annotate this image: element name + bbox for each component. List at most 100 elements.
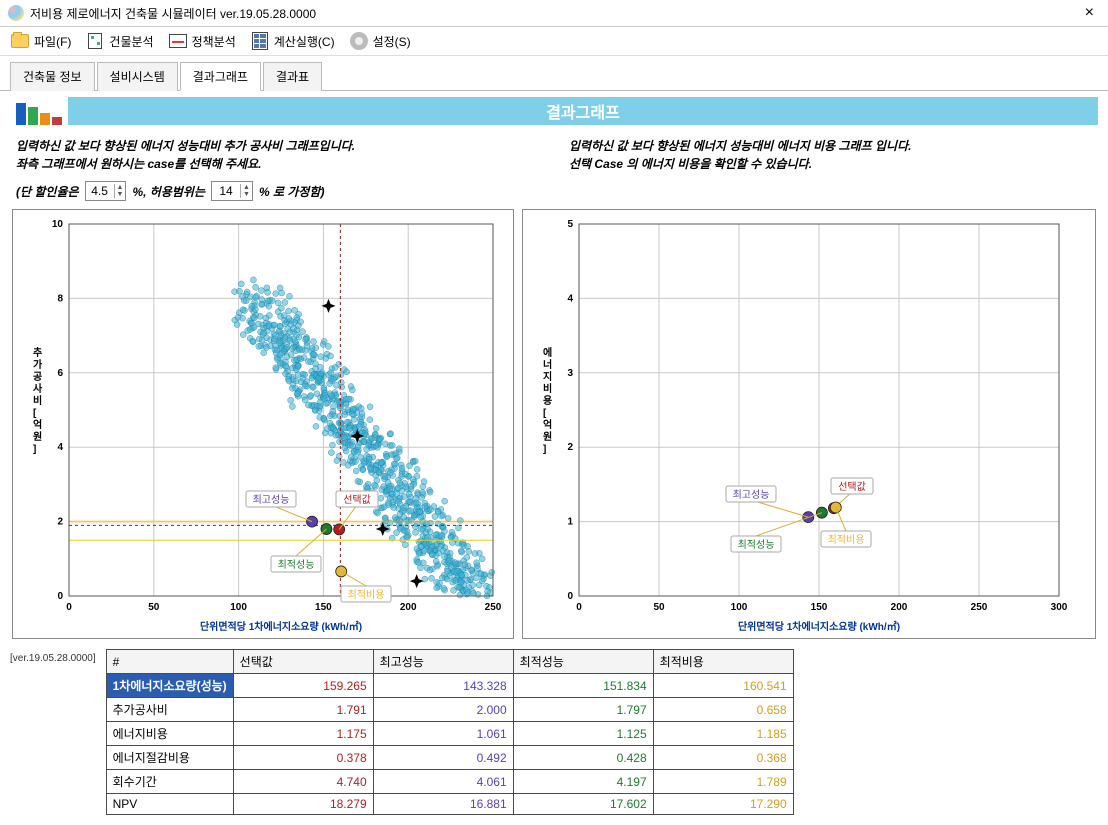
tab-system[interactable]: 설비시스템: [97, 62, 178, 91]
table-cell: 0.658: [653, 698, 793, 722]
close-icon[interactable]: ×: [1079, 4, 1100, 22]
table-cell: 1.789: [653, 770, 793, 794]
svg-text:비: 비: [33, 394, 42, 407]
svg-text:선택값: 선택값: [838, 481, 866, 493]
svg-text:50: 50: [148, 602, 160, 613]
svg-text:최적성능: 최적성능: [738, 539, 775, 551]
svg-text:0: 0: [57, 591, 63, 602]
svg-text:200: 200: [891, 602, 908, 613]
svg-text:0: 0: [66, 602, 72, 613]
table-cell: 1.061: [373, 722, 513, 746]
svg-text:2: 2: [57, 517, 63, 528]
file-label: 파일(F): [34, 33, 71, 50]
row-label: 에너지비용: [106, 722, 233, 746]
table-cell: 160.541: [653, 674, 793, 698]
svg-text:3: 3: [567, 368, 573, 379]
titlebar: 저비용 제로에너지 건축물 시뮬레이터 ver.19.05.28.0000 ×: [0, 0, 1108, 27]
discount-rate-input[interactable]: [86, 182, 114, 200]
table-cell: 1.185: [653, 722, 793, 746]
table-cell: 17.290: [653, 794, 793, 815]
calculator-icon: [250, 31, 270, 51]
svg-text:비: 비: [543, 382, 552, 395]
table-cell: 1.125: [513, 722, 653, 746]
svg-text:[: [: [543, 408, 547, 419]
stepper-arrows-icon[interactable]: ▲▼: [240, 184, 252, 198]
tabs: 건축물 정보 설비시스템 결과그래프 결과표: [0, 56, 1108, 91]
table-cell: 17.602: [513, 794, 653, 815]
row-label: NPV: [106, 794, 233, 815]
chart-left[interactable]: 0501001502002500246810최고성능선택값최적성능최적비용단위면…: [12, 209, 514, 639]
svg-text:공: 공: [33, 371, 42, 383]
table-row: 1차에너지소요량(성능)159.265143.328151.834160.541: [106, 674, 793, 698]
table-cell: 0.492: [373, 746, 513, 770]
table-row: 추가공사비1.7912.0001.7970.658: [106, 698, 793, 722]
banner-bars-icon: [10, 97, 68, 125]
window-title: 저비용 제로에너지 건축물 시뮬레이터 ver.19.05.28.0000: [30, 5, 1079, 22]
svg-text:10: 10: [52, 219, 64, 230]
toolbar: 파일(F) 건물분석 정책분석 계산실행(C) 설정(S): [0, 27, 1108, 56]
svg-text:300: 300: [1051, 602, 1068, 613]
tolerance-stepper[interactable]: ▲▼: [211, 181, 253, 201]
table-cell: 2.000: [373, 698, 513, 722]
description-row: 입력하신 값 보다 향상된 에너지 성능대비 추가 공사비 그래프입니다. 좌측…: [0, 131, 1108, 179]
building-icon: [85, 31, 105, 51]
table-header: 최고성능: [373, 650, 513, 674]
svg-text:]: ]: [33, 444, 36, 455]
param-prefix: (단 할인율은: [16, 183, 79, 200]
row-label: 회수기간: [106, 770, 233, 794]
policy-icon: [168, 31, 188, 51]
svg-text:최고성능: 최고성능: [253, 494, 290, 506]
results-table: #선택값최고성능최적성능최적비용1차에너지소요량(성능)159.265143.3…: [106, 649, 794, 815]
row-label: 에너지절감비용: [106, 746, 233, 770]
svg-text:5: 5: [567, 219, 573, 230]
svg-text:4: 4: [57, 442, 63, 453]
desc-left-2: 좌측 그래프에서 원하시는 case를 선택해 주세요.: [16, 155, 539, 173]
table-cell: 0.428: [513, 746, 653, 770]
svg-text:원: 원: [543, 430, 552, 443]
table-row: 에너지절감비용0.3780.4920.4280.368: [106, 746, 793, 770]
tolerance-input[interactable]: [212, 182, 240, 200]
gear-icon: [349, 31, 369, 51]
tab-result-table[interactable]: 결과표: [263, 62, 322, 91]
svg-text:가: 가: [33, 358, 43, 371]
param-mid: %, 허용범위는: [132, 183, 205, 200]
folder-icon: [10, 31, 30, 51]
table-cell: 151.834: [513, 674, 653, 698]
building-analysis-button[interactable]: 건물분석: [85, 31, 153, 51]
svg-text:250: 250: [971, 602, 988, 613]
chart-right[interactable]: 050100150200250300012345최고성능선택값최적성능최적비용단…: [522, 209, 1096, 639]
svg-text:단위면적당 1차에너지소요량 (kWh/㎡): 단위면적당 1차에너지소요량 (kWh/㎡): [738, 620, 900, 633]
svg-text:최고성능: 최고성능: [733, 489, 770, 501]
desc-right-1: 입력하신 값 보다 향상된 에너지 성능대비 에너지 비용 그래프 입니다.: [569, 137, 1092, 155]
calculate-button[interactable]: 계산실행(C): [250, 31, 335, 51]
svg-text:억: 억: [33, 419, 42, 431]
table-row: NPV18.27916.88117.60217.290: [106, 794, 793, 815]
svg-text:0: 0: [576, 602, 582, 613]
settings-label: 설정(S): [373, 33, 411, 50]
policy-analysis-button[interactable]: 정책분석: [168, 31, 236, 51]
svg-text:최적성능: 최적성능: [278, 559, 315, 571]
file-button[interactable]: 파일(F): [10, 31, 71, 51]
table-row: 에너지비용1.1751.0611.1251.185: [106, 722, 793, 746]
table-cell: 4.061: [373, 770, 513, 794]
version-footer: [ver.19.05.28.0000]: [10, 649, 96, 664]
svg-text:용: 용: [543, 395, 552, 407]
table-cell: 159.265: [233, 674, 373, 698]
discount-rate-stepper[interactable]: ▲▼: [85, 181, 127, 201]
tab-building-info[interactable]: 건축물 정보: [10, 62, 95, 91]
banner: 결과그래프: [10, 97, 1098, 125]
table-cell: 143.328: [373, 674, 513, 698]
svg-text:억: 억: [543, 419, 552, 431]
banner-title: 결과그래프: [68, 99, 1098, 123]
svg-text:50: 50: [653, 602, 665, 613]
bottom-row: [ver.19.05.28.0000] #선택값최고성능최적성능최적비용1차에너…: [0, 639, 1108, 825]
row-label: 1차에너지소요량(성능): [106, 674, 233, 698]
svg-text:[: [: [33, 408, 37, 419]
stepper-arrows-icon[interactable]: ▲▼: [114, 184, 126, 198]
svg-text:최적비용: 최적비용: [828, 534, 865, 546]
building-label: 건물분석: [109, 33, 153, 50]
svg-text:너: 너: [543, 358, 552, 371]
settings-button[interactable]: 설정(S): [349, 31, 411, 51]
table-cell: 1.797: [513, 698, 653, 722]
tab-result-graph[interactable]: 결과그래프: [180, 62, 261, 91]
